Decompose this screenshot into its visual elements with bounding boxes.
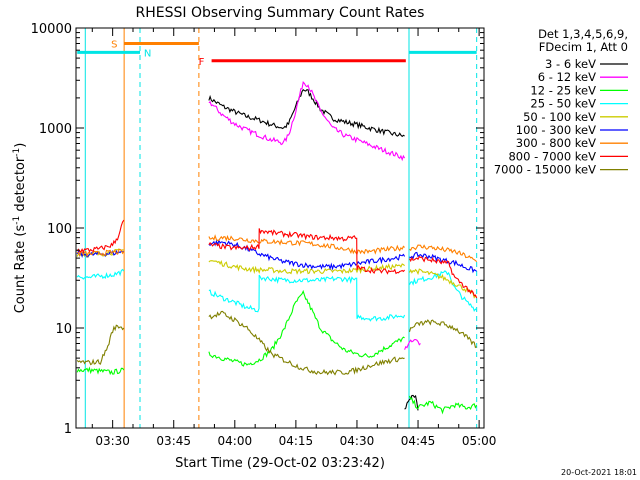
x-tick-label-2: 04:00 — [218, 434, 253, 448]
plot-content — [76, 28, 478, 428]
series-line-8-seg-2 — [408, 319, 477, 349]
chart-title: RHESSI Observing Summary Count Rates — [136, 5, 425, 21]
footer-date: 20-Oct-2021 18:01 — [561, 468, 637, 477]
series-line-1-seg-0 — [208, 81, 406, 162]
series-line-3-seg-2 — [409, 270, 478, 313]
series-line-8-seg-0 — [76, 324, 125, 366]
series-line-0-seg-0 — [208, 89, 405, 138]
flag-label-2: F — [199, 57, 205, 68]
series-line-2-seg-2 — [408, 395, 478, 415]
series-line-7-seg-0 — [76, 219, 125, 254]
legend-label-2: 12 - 25 keV — [530, 83, 596, 97]
legend-label-0: 3 - 6 keV — [545, 57, 596, 71]
y-axis-label-mid: detector — [13, 156, 28, 216]
flag-bars: S F N — [77, 39, 477, 68]
series-line-6-seg-1 — [208, 234, 405, 256]
series-line-6-seg-2 — [409, 244, 478, 263]
y-axis-label-prefix: Count Rate (s — [13, 225, 28, 314]
legend: Det 1,3,4,5,6,9, FDecim 1, Att 0 3 - 6 k… — [494, 27, 628, 177]
series-line-1-seg-1 — [404, 338, 421, 350]
series-line-2-seg-0 — [76, 366, 125, 376]
legend-label-3: 25 - 50 keV — [530, 97, 596, 111]
x-axis-label: Start Time (29-Oct-02 03:23:42) — [175, 456, 385, 471]
y-axis-label-suffix: ) — [13, 143, 28, 148]
series-line-0-seg-1 — [404, 394, 419, 411]
x-tick-label-4: 04:30 — [340, 434, 375, 448]
series-line-4-seg-2 — [409, 268, 478, 299]
y-tick-label-2: 100 — [47, 222, 72, 237]
y-tick-label-3: 1000 — [39, 122, 72, 137]
series-line-6-seg-0 — [77, 248, 125, 258]
x-axis: 03:30 03:45 04:00 04:15 04:30 04:45 05:00 — [91, 28, 497, 448]
y-axis-label: Count Rate (s-1 detector-1) — [12, 143, 28, 314]
legend-label-1: 6 - 12 keV — [538, 70, 596, 84]
x-tick-label-1: 03:45 — [156, 434, 191, 448]
y-tick-label-4: 10000 — [31, 22, 72, 37]
y-axis-label-sup1: -1 — [12, 216, 22, 225]
x-tick-label-0: 03:30 — [95, 434, 130, 448]
series-line-3-seg-1 — [208, 274, 406, 322]
series-line-3-seg-0 — [76, 268, 125, 280]
legend-label-8: 7000 - 15000 keV — [494, 163, 596, 177]
x-tick-label-6: 05:00 — [462, 434, 497, 448]
y-axis: 1 10 100 1000 10000 — [31, 22, 484, 437]
series-line-7-seg-1 — [208, 228, 406, 275]
x-tick-label-3: 04:15 — [279, 434, 314, 448]
series-line-5-seg-2 — [409, 251, 477, 274]
flag-label-n: N — [144, 48, 151, 59]
legend-label-4: 50 - 100 keV — [523, 110, 596, 124]
legend-header-1: Det 1,3,4,5,6,9, — [538, 27, 628, 41]
x-tick-label-5: 04:45 — [401, 434, 436, 448]
series-line-8-seg-1 — [208, 310, 405, 376]
legend-label-6: 300 - 800 keV — [516, 136, 596, 150]
series-line-2-seg-1 — [208, 289, 405, 367]
series-line-7-seg-2 — [409, 255, 478, 299]
legend-label-7: 800 - 7000 keV — [508, 149, 596, 163]
legend-label-5: 100 - 300 keV — [516, 123, 596, 137]
y-axis-label-sup2: -1 — [12, 148, 22, 157]
flag-label-1: S — [111, 39, 117, 50]
y-tick-label-0: 1 — [64, 422, 72, 437]
legend-header-2: FDecim 1, Att 0 — [539, 40, 628, 54]
y-tick-label-1: 10 — [55, 322, 72, 337]
